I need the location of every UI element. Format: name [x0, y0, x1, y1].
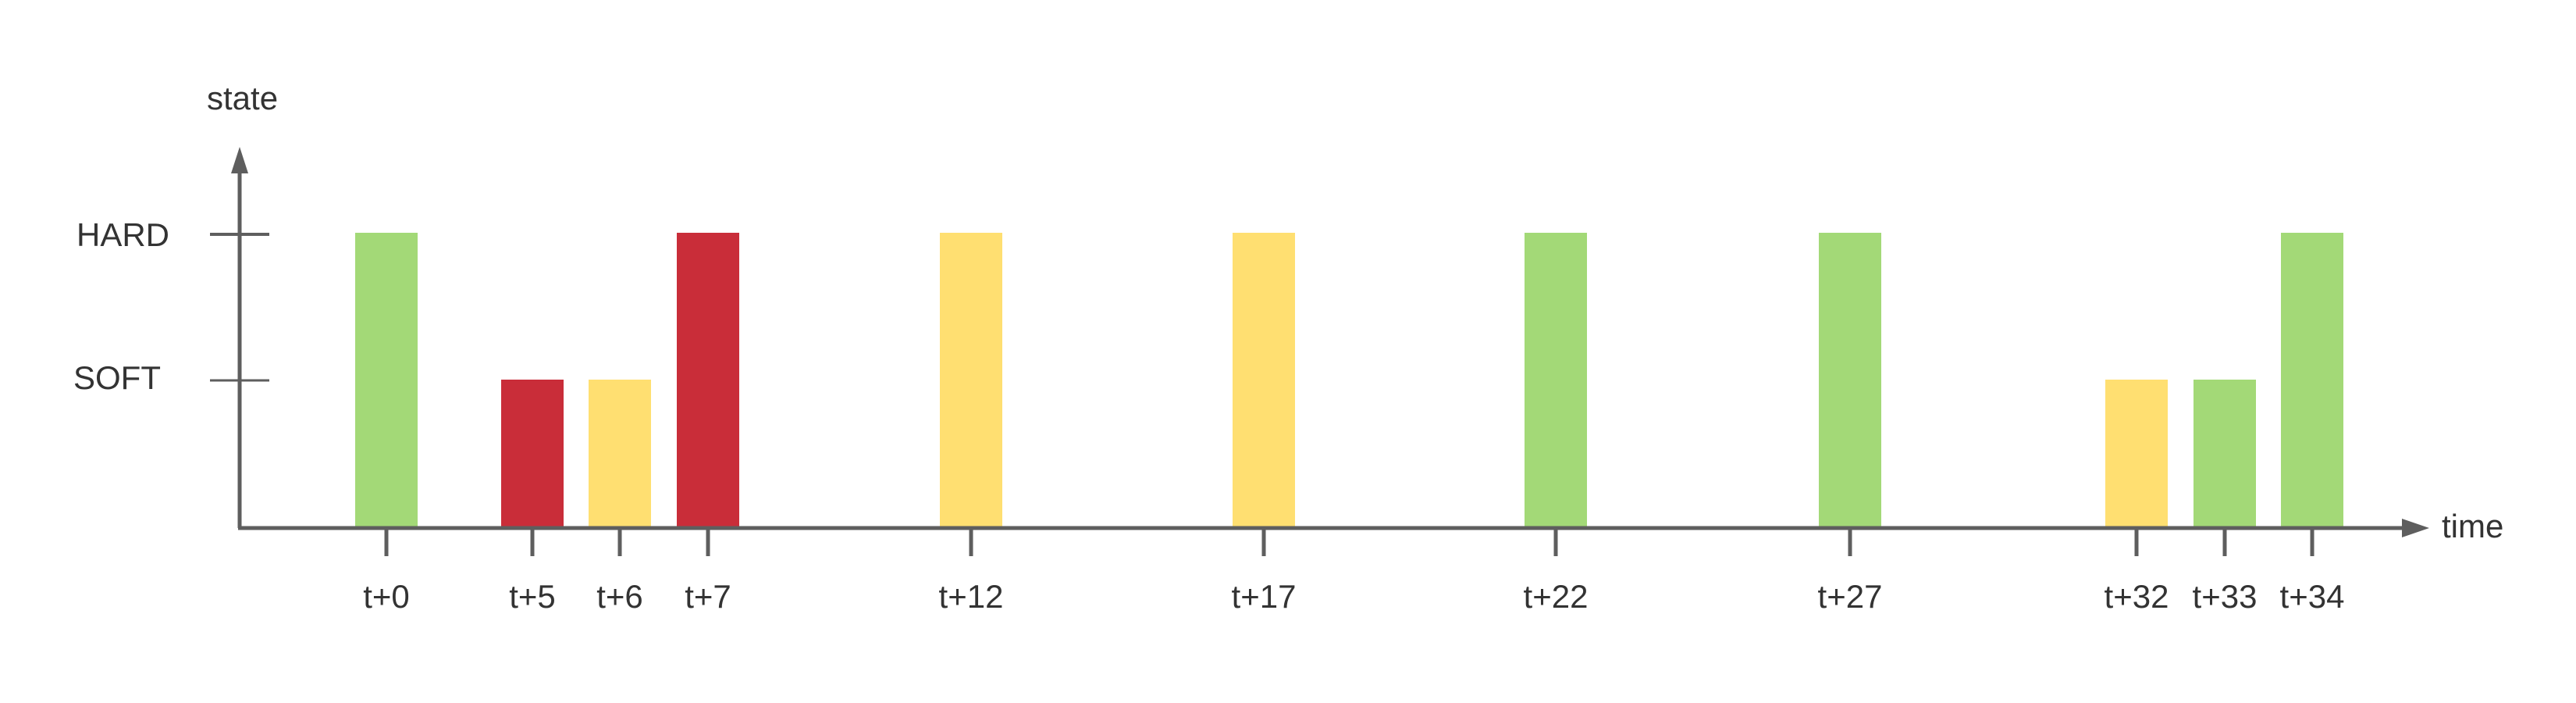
bar-t-plus-34 [2281, 233, 2343, 530]
x-tick-label: t+5 [509, 578, 556, 615]
x-tick-label: t+32 [2105, 578, 2169, 615]
bar-t-plus-12 [940, 233, 1002, 530]
y-axis-label: state [207, 80, 278, 116]
y-axis-arrow-icon [231, 147, 248, 173]
x-ticks: t+0 t+5 t+6 t+7 t+12 t+17 t+22 t+27 t+32 t+33 t+34 [363, 530, 2344, 615]
bars [355, 233, 2343, 530]
x-tick-label: t+6 [596, 578, 643, 615]
x-tick-label: t+34 [2280, 578, 2345, 615]
bar-t-plus-17 [1233, 233, 1295, 530]
x-axis-arrow-icon [2402, 519, 2429, 537]
bar-t-plus-33 [2194, 380, 2256, 530]
x-tick-label: t+22 [1524, 578, 1589, 615]
x-tick-label: t+27 [1818, 578, 1883, 615]
bar-t-plus-5 [501, 380, 564, 530]
x-tick-label: t+33 [2193, 578, 2258, 615]
bar-t-plus-6 [589, 380, 651, 530]
bar-t-plus-0 [355, 233, 418, 530]
bar-t-plus-32 [2105, 380, 2168, 530]
x-tick-label: t+17 [1232, 578, 1297, 615]
bar-t-plus-22 [1525, 233, 1587, 530]
x-tick-label: t+7 [685, 578, 731, 615]
y-tick-label-soft: SOFT [73, 359, 161, 396]
y-tick-label-hard: HARD [76, 216, 169, 253]
bar-t-plus-27 [1819, 233, 1881, 530]
x-axis-label: time [2442, 508, 2503, 544]
bar-t-plus-7 [677, 233, 739, 530]
x-tick-label: t+12 [939, 578, 1004, 615]
x-tick-label: t+0 [363, 578, 410, 615]
